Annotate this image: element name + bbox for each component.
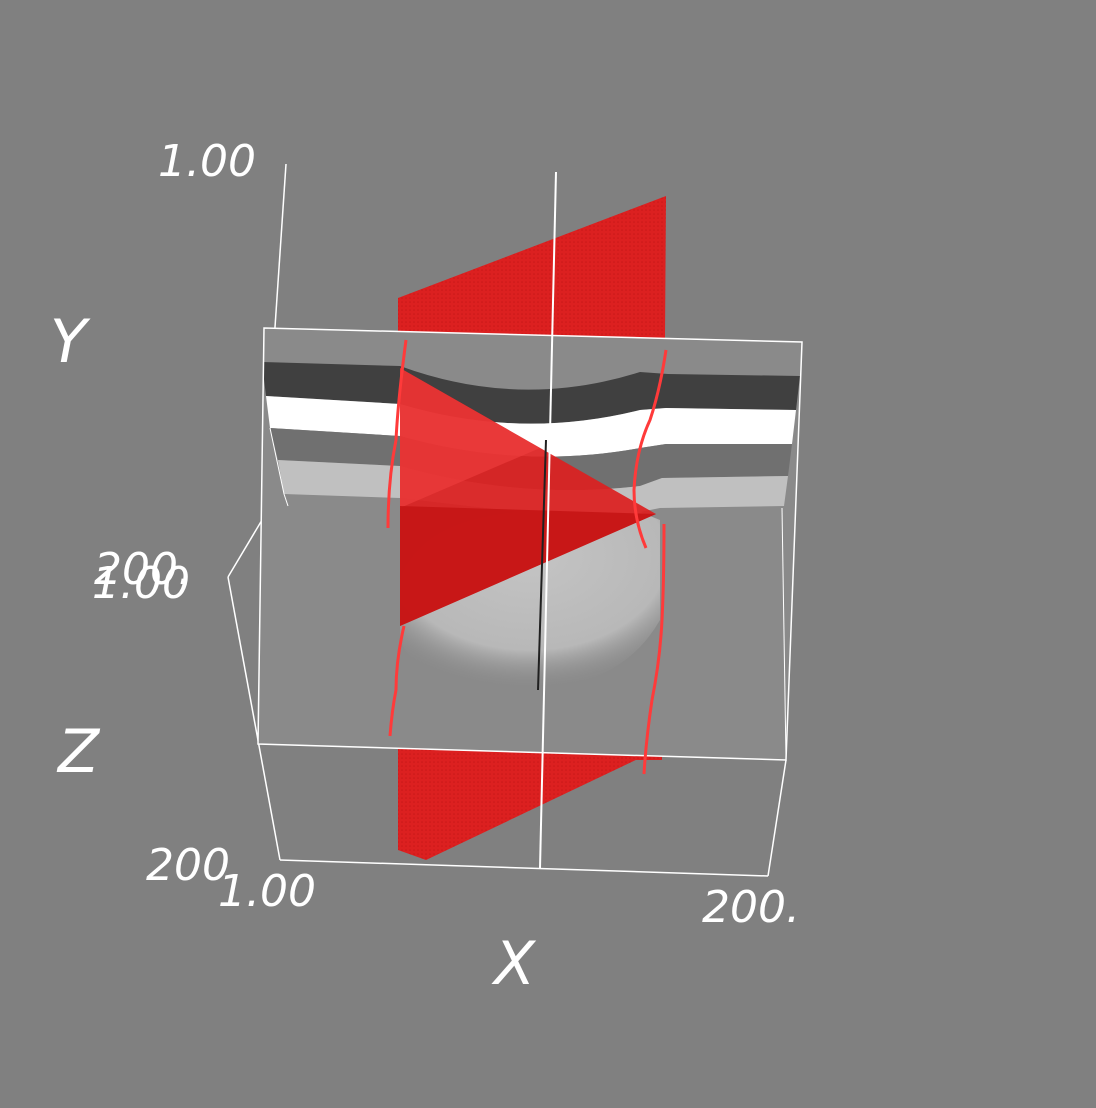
- x-axis-max-label: 200.: [702, 882, 800, 933]
- triangular-slice-plane[interactable]: [400, 368, 656, 626]
- x-axis-min-label: 1.00: [218, 866, 316, 917]
- z-axis-min-label: 1.00: [92, 558, 190, 609]
- contour-curves: [386, 339, 668, 775]
- z-axis-max-label: 200: [146, 840, 230, 891]
- z-axis-title: Z: [56, 717, 101, 787]
- y-axis-min-label: 200.: [94, 544, 192, 595]
- y-axis-title: Y: [50, 307, 91, 377]
- x-axis-title: X: [491, 929, 537, 999]
- center-axis-line: [537, 171, 557, 869]
- y-axis-max-label: 1.00: [158, 136, 256, 187]
- slice-crease-line: [269, 427, 289, 507]
- slice-crease-line-right: [781, 507, 787, 761]
